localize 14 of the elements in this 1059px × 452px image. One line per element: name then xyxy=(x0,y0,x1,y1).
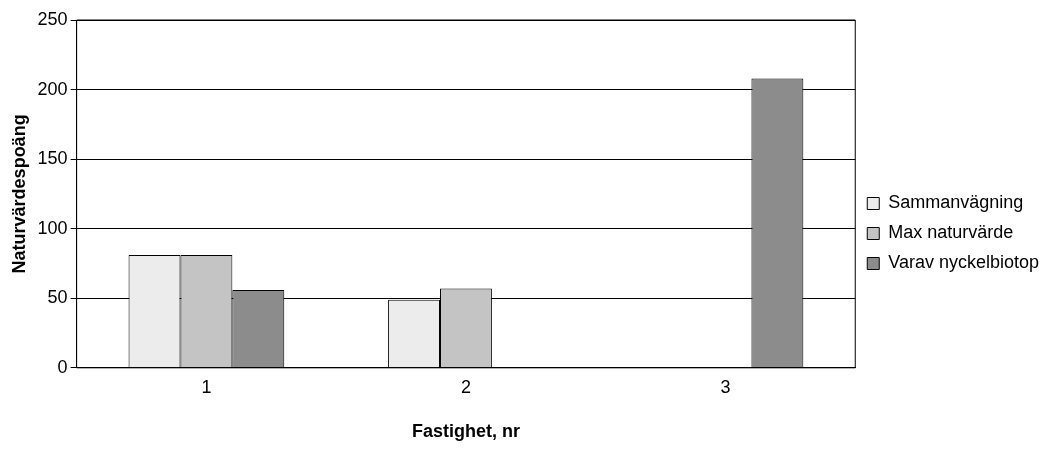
y-axis-title: Naturvärdespoäng xyxy=(8,114,29,274)
x-tick-label: 3 xyxy=(720,376,731,397)
x-axis-title: Fastighet, nr xyxy=(411,421,520,442)
x-tick-label: 1 xyxy=(201,376,212,397)
legend-label: Varav nyckelbiotop xyxy=(888,252,1039,273)
y-tick-label: 50 xyxy=(47,287,68,308)
y-tick-label: 100 xyxy=(37,217,68,238)
x-tick-label: 2 xyxy=(460,376,471,397)
y-tick-label: 200 xyxy=(37,78,68,99)
legend-label: Sammanvägning xyxy=(888,192,1024,213)
y-tick-label: 150 xyxy=(37,148,68,169)
y-tick-label: 250 xyxy=(37,8,68,29)
y-tick-label: 0 xyxy=(57,356,68,377)
legend-label: Max naturvärde xyxy=(888,222,1014,243)
